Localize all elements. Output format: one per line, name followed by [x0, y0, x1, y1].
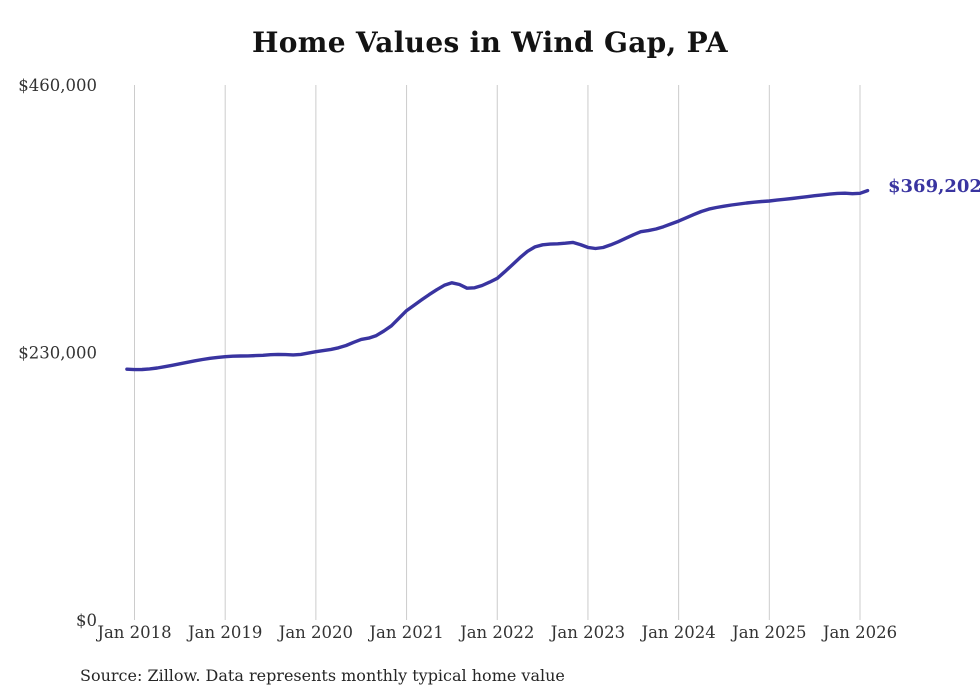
y-tick-label: $230,000: [18, 344, 97, 363]
x-tick-label: Jan 2023: [549, 623, 625, 642]
source-note: Source: Zillow. Data represents monthly …: [80, 666, 565, 685]
x-tick-label: Jan 2020: [277, 623, 353, 642]
chart-title: Home Values in Wind Gap, PA: [252, 26, 728, 59]
x-tick-label: Jan 2018: [95, 623, 171, 642]
x-tick-label: Jan 2022: [458, 623, 534, 642]
x-tick-label: Jan 2019: [186, 623, 262, 642]
x-tick-label: Jan 2024: [639, 623, 715, 642]
latest-value-label: $369,202: [888, 176, 980, 197]
home-value-line: [125, 188, 870, 372]
x-tick-label: Jan 2026: [821, 623, 897, 642]
y-tick-label: $0: [76, 611, 97, 630]
x-tick-label: Jan 2021: [367, 623, 443, 642]
y-tick-label: $460,000: [18, 76, 97, 95]
x-tick-label: Jan 2025: [730, 623, 806, 642]
